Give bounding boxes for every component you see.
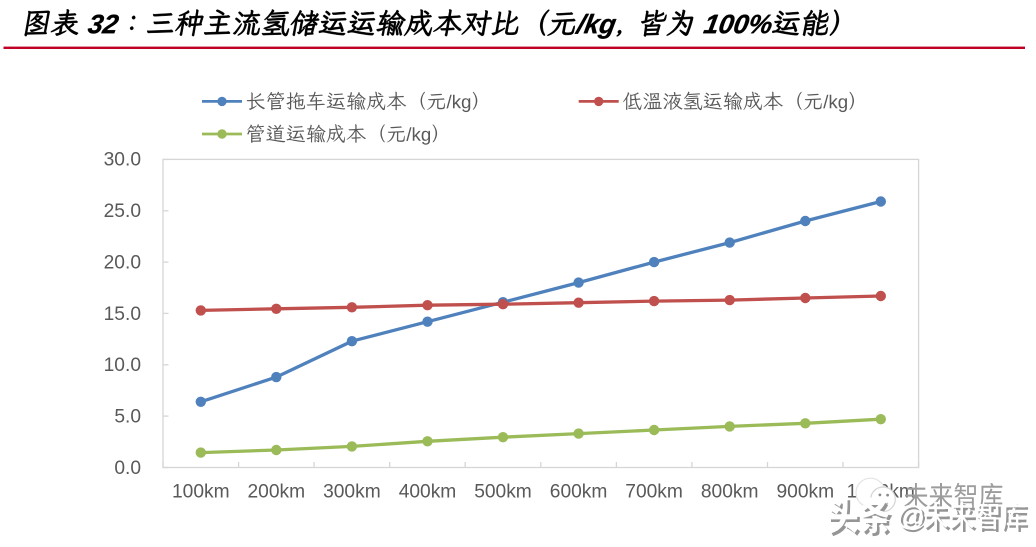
svg-text:30.0: 30.0 [104, 150, 141, 171]
svg-text:700km: 700km [625, 482, 683, 503]
svg-text:20.0: 20.0 [104, 252, 141, 273]
svg-text:500km: 500km [474, 482, 532, 503]
svg-text:800km: 800km [701, 482, 759, 503]
svg-text:5.0: 5.0 [114, 406, 141, 427]
svg-text:0.0: 0.0 [114, 458, 141, 479]
svg-text:600km: 600km [550, 482, 608, 503]
svg-text:400km: 400km [399, 482, 457, 503]
svg-text:300km: 300km [323, 482, 381, 503]
svg-text:25.0: 25.0 [104, 201, 141, 222]
svg-text:15.0: 15.0 [104, 304, 141, 325]
svg-text:900km: 900km [777, 482, 835, 503]
svg-text:10.0: 10.0 [104, 355, 141, 376]
svg-text:200km: 200km [248, 482, 306, 503]
svg-text:100km: 100km [172, 482, 230, 503]
